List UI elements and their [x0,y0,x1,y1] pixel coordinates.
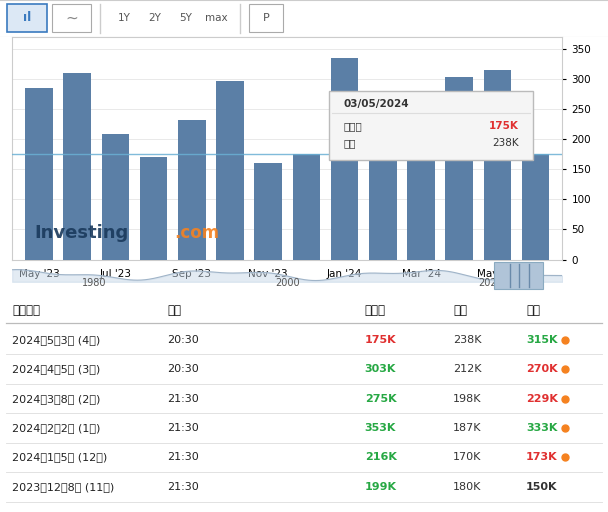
Text: 175K: 175K [489,121,519,132]
Text: 2023年12月8日 (11月): 2023年12月8日 (11月) [12,482,114,492]
Text: 2024年5月3日 (4月): 2024年5月3日 (4月) [12,334,100,345]
Bar [178,120,206,260]
Bar [63,73,91,260]
Text: 5Y: 5Y [179,13,192,23]
Text: 21:30: 21:30 [167,423,199,433]
Text: 199K: 199K [365,482,397,492]
Text: ıl: ıl [22,11,31,24]
Text: 03/05/2024: 03/05/2024 [343,99,409,109]
Text: 21:30: 21:30 [167,482,199,492]
Bar [102,134,129,260]
Bar [52,5,91,32]
Text: 187K: 187K [453,423,482,433]
Text: 公佈値: 公佈値 [365,304,386,316]
Text: 20:30: 20:30 [167,334,199,345]
Text: 2024年2月2日 (1月): 2024年2月2日 (1月) [12,423,100,433]
Bar [484,70,511,260]
Text: max: max [204,13,227,23]
Text: 公佈値: 公佈値 [343,121,362,132]
Text: 2024年3月8日 (2月): 2024年3月8日 (2月) [12,394,100,403]
Text: 333K: 333K [526,423,558,433]
Bar [249,5,283,32]
Text: 173K: 173K [526,453,558,462]
Text: 229K: 229K [526,394,558,403]
Text: 1Y: 1Y [118,13,131,23]
Bar [140,157,167,260]
Text: 2020: 2020 [478,278,503,288]
Text: 238K: 238K [453,334,482,345]
Bar [407,94,435,260]
Text: P: P [263,13,270,23]
Text: 前値: 前値 [526,304,540,316]
Text: 21:30: 21:30 [167,394,199,403]
Text: 150K: 150K [526,482,558,492]
Text: 216K: 216K [365,453,396,462]
Text: 2024年4月5日 (3月): 2024年4月5日 (3月) [12,364,100,374]
Bar [446,77,473,260]
Bar [369,122,396,260]
Text: 2Y: 2Y [148,13,162,23]
Text: .com: .com [174,224,219,242]
Text: 198K: 198K [453,394,482,403]
Bar [522,154,550,260]
Text: 212K: 212K [453,364,482,374]
Bar [331,58,358,260]
FancyBboxPatch shape [330,91,533,160]
Bar [7,5,47,32]
Bar [25,88,53,260]
Text: 預測: 預測 [343,138,356,148]
Text: ~: ~ [66,10,78,25]
Bar [254,163,282,260]
Bar [216,81,244,260]
Text: 270K: 270K [526,364,558,374]
Text: 2024年1月5日 (12月): 2024年1月5日 (12月) [12,453,108,462]
Bar [292,154,320,260]
Text: 20:30: 20:30 [167,364,199,374]
Text: 21:30: 21:30 [167,453,199,462]
Text: 公佈日期: 公佈日期 [12,304,40,316]
Text: 時間: 時間 [167,304,181,316]
Text: 238K: 238K [492,138,519,148]
Text: 預測: 預測 [453,304,467,316]
Text: 170K: 170K [453,453,482,462]
Text: 180K: 180K [453,482,482,492]
Text: 175K: 175K [365,334,396,345]
Bar [494,262,543,289]
Text: 315K: 315K [526,334,558,345]
Text: 303K: 303K [365,364,396,374]
Text: Investing: Investing [34,224,128,242]
Text: 1980: 1980 [83,278,107,288]
Text: 275K: 275K [365,394,396,403]
Text: 2000: 2000 [275,278,300,288]
Text: 353K: 353K [365,423,396,433]
